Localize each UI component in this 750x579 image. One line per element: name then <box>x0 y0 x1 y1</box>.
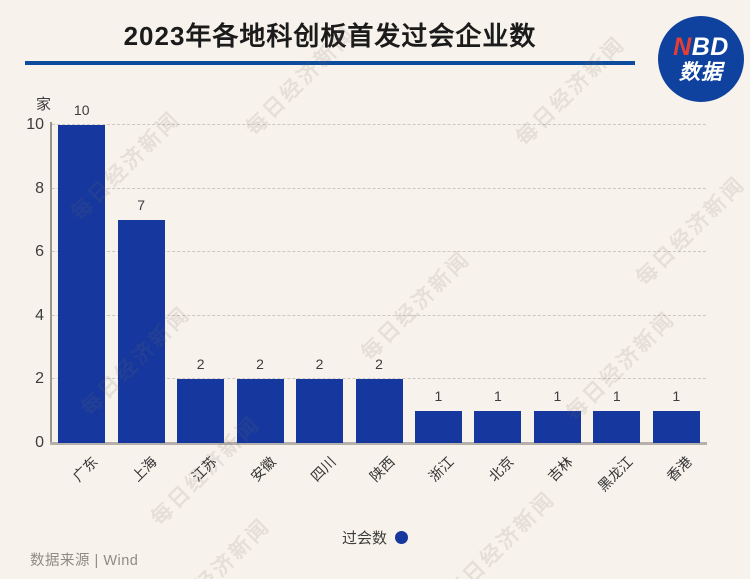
x-axis-tick-label: 上海 <box>128 453 160 485</box>
bar <box>177 379 225 443</box>
legend: 过会数 <box>0 527 750 548</box>
bar <box>58 125 106 443</box>
gridline <box>52 124 706 125</box>
y-axis-tick-label: 4 <box>35 306 44 324</box>
y-axis-tick-label: 6 <box>35 243 44 261</box>
bar <box>117 220 165 443</box>
nbd-logo-n: N <box>673 33 692 62</box>
bar-value-label: 2 <box>196 356 205 373</box>
nbd-logo: NBD 数据 <box>658 16 744 102</box>
bar-value-label: 2 <box>315 356 324 373</box>
y-axis-tick-label: 8 <box>35 179 44 197</box>
gridline <box>52 378 706 380</box>
x-axis-tick-label: 广东 <box>69 453 101 485</box>
y-axis-tick-label: 2 <box>35 370 44 388</box>
bar-value-label: 1 <box>434 388 443 405</box>
gridline <box>52 314 706 316</box>
x-axis-tick-label: 北京 <box>485 453 517 485</box>
x-axis-tick-label: 黑龙江 <box>594 453 636 495</box>
nbd-logo-bd: BD <box>691 33 729 62</box>
legend-label: 过会数 <box>341 530 387 547</box>
x-axis-tick-label: 浙江 <box>426 453 458 485</box>
x-axis-tick-label: 吉林 <box>544 453 577 485</box>
y-axis-tick-label: 10 <box>26 116 44 133</box>
title-underline <box>25 61 635 65</box>
bar <box>236 379 284 443</box>
bar <box>652 411 700 443</box>
page-title: 2023年各地科创板首发过会企业数 <box>123 21 537 51</box>
watermark-text: 每日经济新闻 <box>512 32 631 151</box>
nbd-logo-cn: 数据 <box>679 60 723 84</box>
x-axis-tick-label: 安徽 <box>247 453 279 485</box>
gridline <box>52 187 706 189</box>
gridline <box>52 251 706 253</box>
y-axis-unit-label: 家 <box>36 96 52 113</box>
bar-value-label: 2 <box>256 356 264 373</box>
data-source: 数据来源 | Wind <box>30 553 139 569</box>
bar <box>593 411 641 443</box>
bar <box>533 411 581 443</box>
bar-value-label: 1 <box>494 388 502 405</box>
watermark-text: 每日经济新闻 <box>562 307 681 426</box>
bar-value-label: 1 <box>553 388 562 405</box>
bar-value-label: 7 <box>137 197 146 214</box>
bar-value-label: 2 <box>375 356 383 373</box>
y-axis-line <box>50 122 52 444</box>
bar <box>414 411 462 443</box>
bar-value-label: 1 <box>612 388 621 405</box>
y-axis-tick-label: 0 <box>35 434 44 451</box>
x-axis-line <box>50 442 707 445</box>
nbd-logo-text: NBD <box>673 34 729 60</box>
x-axis-tick-label: 陕西 <box>366 453 398 485</box>
bar-value-label: 1 <box>672 388 681 405</box>
x-axis-tick-label: 香港 <box>663 453 696 485</box>
watermark-text: 每日经济新闻 <box>357 247 476 366</box>
x-axis-tick-label: 江苏 <box>188 453 220 485</box>
x-axis-tick-label: 四川 <box>307 453 339 485</box>
bar <box>474 411 522 443</box>
legend-dot-icon <box>395 531 408 544</box>
bar <box>355 379 403 443</box>
bar <box>296 379 344 443</box>
header: 2023年各地科创板首发过会企业数 <box>0 16 660 53</box>
bar-value-label: 10 <box>73 102 90 118</box>
